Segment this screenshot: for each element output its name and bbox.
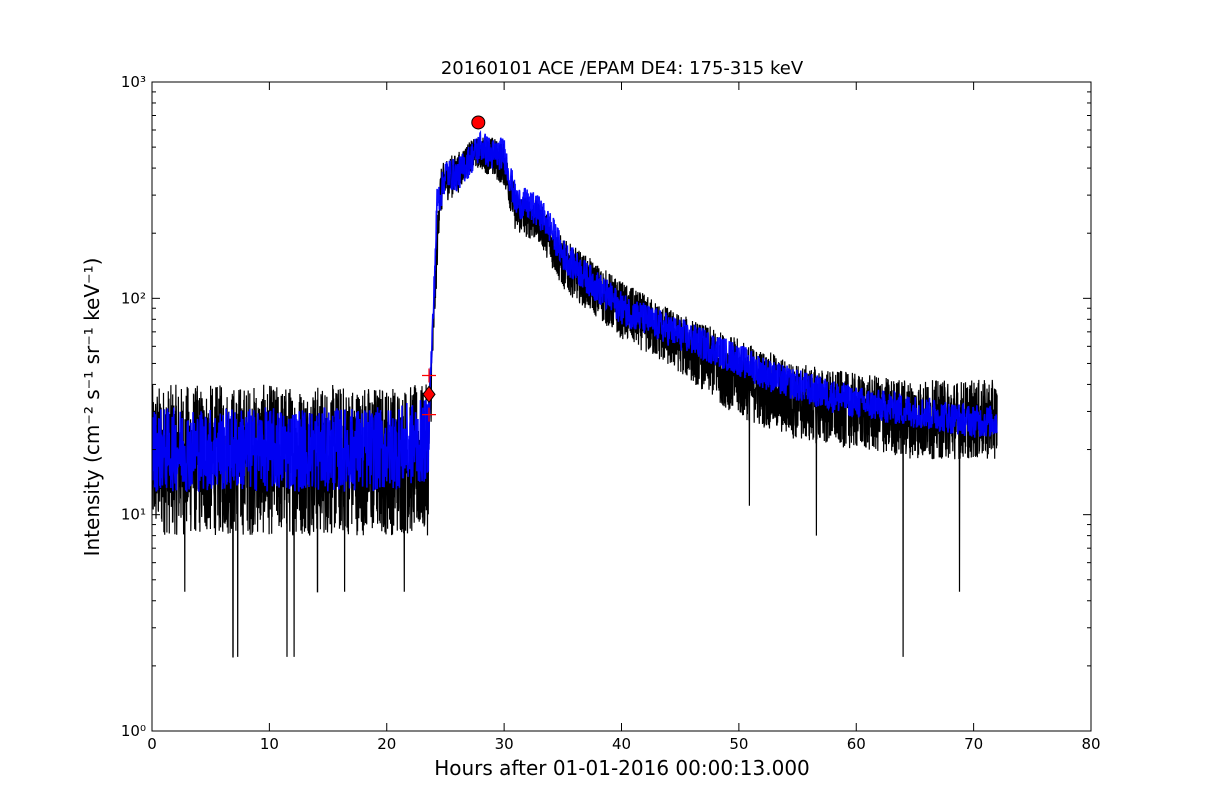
onset-marker <box>422 385 436 404</box>
y-axis-title: Intensity (cm⁻² s⁻¹ sr⁻¹ keV⁻¹) <box>80 258 104 557</box>
onset-error-marker <box>422 407 437 422</box>
raw-intensity-line <box>152 137 998 658</box>
onset-error-marker <box>422 368 437 383</box>
y-tick-label: 10³ <box>121 73 146 91</box>
y-tick-label: 10² <box>121 289 146 307</box>
plot-area <box>152 115 998 658</box>
y-tick-label: 10¹ <box>121 506 146 524</box>
x-tick-label: 30 <box>495 735 514 753</box>
series-group <box>152 129 998 658</box>
x-tick-label: 10 <box>260 735 279 753</box>
y-tick-label: 10⁰ <box>121 722 146 740</box>
x-tick-label: 0 <box>147 735 157 753</box>
x-tick-label: 70 <box>964 735 983 753</box>
smoothed-intensity-line <box>152 129 998 492</box>
x-tick-label: 50 <box>729 735 748 753</box>
x-axis-title: Hours after 01-01-2016 00:00:13.000 <box>434 756 810 780</box>
x-tick-label: 80 <box>1081 735 1100 753</box>
x-tick-label: 60 <box>847 735 866 753</box>
peak-marker <box>471 115 486 130</box>
axis-ticks: 0 10 20 30 40 50 60 70 80 10⁰ 10¹ 10² 10³ <box>121 73 1101 753</box>
chart-title: 20160101 ACE /EPAM DE4: 175-315 keV <box>441 58 804 79</box>
x-tick-label: 40 <box>612 735 631 753</box>
x-tick-label: 20 <box>377 735 396 753</box>
